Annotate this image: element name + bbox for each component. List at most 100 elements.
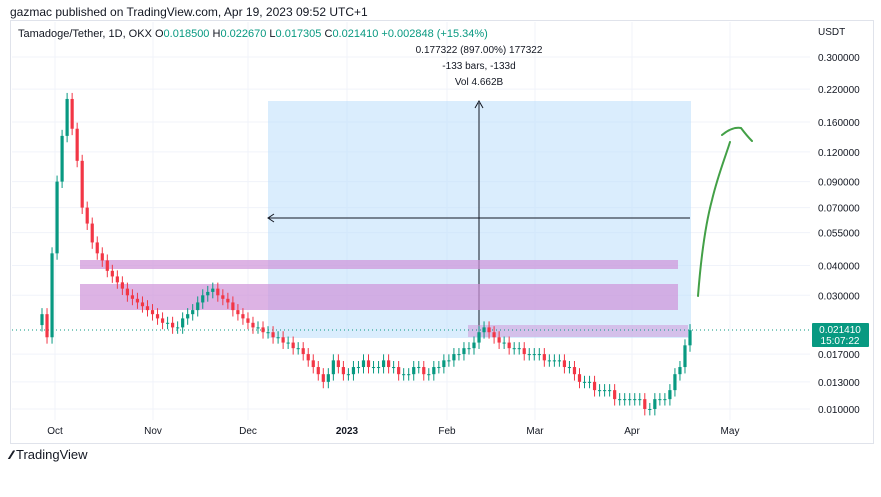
candle-body [462,348,466,355]
price-axis-label: 0.300000 [818,53,860,64]
legend-symbol: Tamadoge/Tether, 1D, OKX [18,28,152,40]
candle-body [236,310,240,315]
tradingview-brand-name: TradingView [16,447,88,462]
candle-body [125,288,129,296]
legend-close-label: C [324,28,333,40]
candle-body [422,367,426,375]
candle-body [447,360,451,362]
current-price-countdown: 15:07:22 [821,336,860,347]
tradingview-brand[interactable]: ⁄⁄ TradingView [10,447,88,462]
candle-body [95,242,99,254]
candle-body [547,360,551,362]
candle-body [191,310,195,315]
candle-body [537,354,541,356]
candle-body [452,354,456,361]
candle-body [231,302,235,311]
candle-body [176,327,180,329]
measure-label-bars: -133 bars, -133d [442,61,515,72]
candle-body [572,367,577,375]
price-axis-label: 0.160000 [818,118,860,129]
candle-body [638,399,642,401]
candle-body [392,367,396,369]
price-axis-label: 0.055000 [818,229,860,240]
measure-horizontal-arrowhead [267,213,275,223]
candle-body [120,282,124,289]
price-axis-labels: 0.300000 0.220000 0.160000 0.120000 0.090000… [818,53,860,416]
candle-body [150,310,155,315]
candle-body [246,318,250,323]
candle-body [683,345,687,368]
candle-body [201,295,205,303]
candle-body [402,374,406,376]
candle-body [567,367,572,369]
candle-body [241,314,245,319]
legend-open: 0.018500 [163,28,210,40]
candle-body [130,295,135,299]
candle-body [527,354,531,356]
candle-body [135,298,140,303]
candle-body [633,399,637,401]
candle-body [412,367,416,375]
candle-body [226,298,230,303]
candles [40,92,692,416]
candle-body [346,374,351,376]
candle-body [366,360,371,368]
time-axis-label: 2023 [336,426,359,437]
candle-body [482,327,486,333]
candle-body [221,295,225,299]
candle-body [597,390,602,392]
candle-body [216,288,220,296]
candle-body [186,314,190,319]
candle-body [532,354,536,356]
candle-body [160,318,165,323]
candle-body [90,223,94,243]
price-axis-label: 0.090000 [818,178,860,189]
candle-body [110,270,114,277]
candle-body [678,367,682,375]
candle-body [40,314,44,326]
chart-frame [10,20,874,444]
candle-body [316,367,320,375]
published-info: gazmac published on TradingView.com, Apr… [10,5,368,19]
candle-body [181,318,185,328]
price-axis-label: 0.010000 [818,405,860,416]
candle-body [497,337,501,343]
candle-body [321,374,325,382]
candle-body [492,332,496,338]
time-axis-label: May [721,426,740,437]
candle-body [623,399,627,401]
legend-high-label: H [212,28,221,40]
candle-body [80,160,84,208]
time-axis-label: Dec [239,426,257,437]
candle-body [582,381,587,383]
candle-body [653,399,657,409]
candle-body [643,399,647,409]
candle-body [60,135,64,182]
candle-body [276,337,280,339]
resistance-zone-lower [468,325,688,337]
candle-body [577,374,582,382]
candle-body [552,360,556,362]
legend-low-label: L [269,28,276,40]
candle-body [115,276,119,283]
candle-body [376,367,381,369]
time-axis-label: Mar [526,426,544,437]
candle-body [397,367,401,375]
current-price-badge [812,323,869,347]
candle-body [467,348,471,350]
legend-close: 0.021410 [332,28,379,40]
legend-change: +0.002848 (+15.34%) [381,28,488,40]
candle-body [668,390,672,400]
candle-body [100,253,104,261]
price-axis-label: 0.017000 [818,350,860,361]
candle-body [50,253,54,338]
candle-body [387,360,391,368]
candle-body [618,399,622,401]
candle-body [301,348,305,355]
candle-body [472,342,476,349]
candle-body [517,348,521,350]
candle-body [437,367,441,369]
candle-body [587,381,592,383]
legend-low: 0.017305 [275,28,322,40]
